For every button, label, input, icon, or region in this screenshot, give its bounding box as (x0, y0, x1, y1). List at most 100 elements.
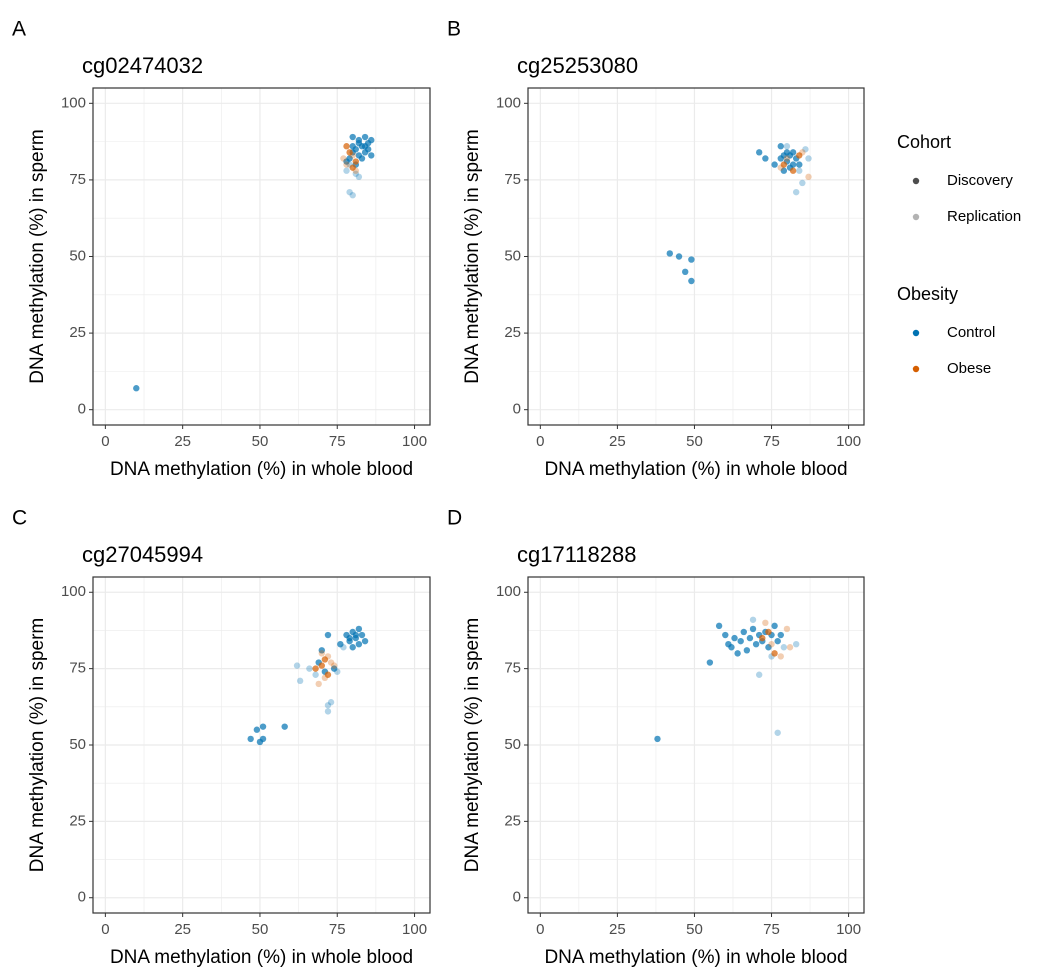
y-tick-label: 25 (504, 324, 521, 341)
y-tick-label: 50 (504, 247, 521, 264)
x-tick-label: 25 (609, 921, 626, 938)
point (349, 143, 356, 150)
x-tick-label: 25 (174, 921, 191, 938)
plot-border (92, 576, 431, 914)
point (321, 674, 329, 681)
x-tick-label: 75 (329, 433, 346, 450)
point (312, 671, 319, 678)
point (796, 167, 803, 174)
chart-title: cg27045994 (82, 542, 203, 567)
legend-title: Cohort (897, 132, 951, 152)
point (343, 161, 350, 168)
point (765, 628, 772, 636)
point (358, 631, 366, 639)
y-tick-label: 50 (69, 736, 86, 753)
point (324, 671, 332, 678)
point (675, 253, 683, 260)
point (340, 644, 347, 651)
x-axis-label: DNA methylation (%) in whole blood (544, 459, 847, 480)
point (792, 641, 800, 648)
chart-title: cg17118288 (517, 542, 637, 567)
point (734, 650, 741, 657)
y-tick-label: 75 (504, 660, 521, 677)
legend-key (912, 365, 920, 373)
point (259, 723, 267, 730)
point (346, 188, 353, 196)
point (315, 680, 322, 688)
point (799, 179, 806, 187)
point (755, 149, 763, 156)
point (749, 625, 757, 633)
x-tick-label: 25 (609, 433, 626, 450)
point (324, 708, 332, 715)
point (768, 641, 775, 648)
y-tick-label: 75 (504, 171, 521, 188)
point (746, 634, 754, 642)
point (777, 143, 784, 150)
point (352, 631, 359, 639)
point (349, 164, 356, 171)
point (796, 161, 803, 168)
point (343, 167, 350, 174)
point (802, 146, 809, 153)
y-tick-label: 25 (69, 812, 86, 829)
point (780, 644, 788, 651)
point (715, 622, 723, 630)
point (352, 158, 359, 165)
point (780, 167, 788, 174)
chart-title: cg25253080 (517, 53, 638, 78)
point (361, 143, 369, 150)
point (799, 149, 806, 156)
point (324, 631, 332, 639)
point (786, 152, 794, 159)
y-axis-label: DNA methylation (%) in sperm (462, 129, 483, 383)
y-tick-label: 50 (504, 736, 521, 753)
point (327, 699, 335, 706)
point (688, 277, 695, 285)
point (796, 152, 803, 159)
legend-label: Control (947, 324, 995, 341)
y-tick-label: 75 (69, 171, 86, 188)
point (349, 133, 356, 141)
point (737, 637, 744, 645)
panel-label: C (12, 507, 27, 530)
point (786, 644, 794, 651)
point (755, 671, 763, 678)
point (340, 155, 347, 162)
point (777, 653, 784, 660)
point (358, 155, 366, 162)
point (774, 637, 781, 645)
point (789, 167, 797, 174)
point (330, 662, 338, 669)
point (682, 268, 689, 276)
x-axis-label: DNA methylation (%) in whole blood (110, 947, 413, 968)
point (361, 133, 369, 141)
legend-key (912, 213, 920, 221)
point (349, 152, 356, 159)
x-tick-label: 100 (402, 433, 427, 450)
y-tick-label: 0 (78, 889, 86, 906)
point (312, 665, 319, 672)
point (805, 155, 812, 162)
y-tick-label: 50 (69, 247, 86, 264)
plot-border (527, 576, 865, 914)
point (327, 659, 335, 666)
legend-label: Obese (947, 360, 991, 377)
point (789, 161, 797, 168)
point (762, 155, 769, 162)
point (731, 634, 738, 642)
point (654, 735, 661, 743)
x-tick-label: 0 (536, 921, 544, 938)
point (749, 616, 757, 623)
point (666, 250, 673, 257)
point (247, 735, 254, 743)
point (318, 650, 325, 657)
point (355, 139, 363, 147)
point (349, 644, 356, 651)
point (337, 641, 344, 648)
point (706, 659, 714, 666)
panel-label: D (447, 507, 462, 530)
x-tick-label: 50 (686, 921, 703, 938)
legend-label: Replication (947, 208, 1021, 225)
point (324, 653, 332, 660)
